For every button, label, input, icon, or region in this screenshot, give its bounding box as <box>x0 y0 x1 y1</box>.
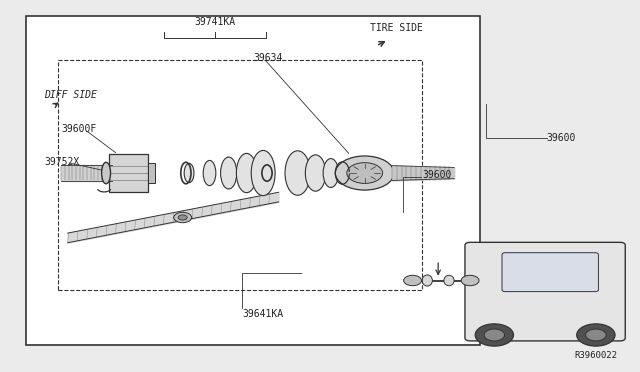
Circle shape <box>404 275 422 286</box>
Ellipse shape <box>203 160 216 186</box>
Circle shape <box>475 324 513 346</box>
Text: 39600: 39600 <box>422 170 452 180</box>
Ellipse shape <box>444 275 454 286</box>
Ellipse shape <box>252 150 275 196</box>
Bar <box>26 16 479 345</box>
Text: TIRE SIDE: TIRE SIDE <box>370 23 422 33</box>
Circle shape <box>577 324 615 346</box>
Text: 39600: 39600 <box>547 133 576 143</box>
Text: 39752X: 39752X <box>44 157 79 167</box>
Circle shape <box>347 163 383 183</box>
Ellipse shape <box>323 158 339 187</box>
FancyBboxPatch shape <box>465 242 625 341</box>
Text: R3960022: R3960022 <box>574 351 617 360</box>
Ellipse shape <box>184 163 194 183</box>
FancyBboxPatch shape <box>502 253 598 292</box>
Circle shape <box>484 329 504 341</box>
Text: 39600F: 39600F <box>61 124 97 134</box>
Text: DIFF SIDE: DIFF SIDE <box>44 90 97 100</box>
Bar <box>109 154 148 192</box>
Ellipse shape <box>305 155 326 191</box>
Ellipse shape <box>236 153 257 193</box>
Ellipse shape <box>422 275 433 286</box>
Circle shape <box>461 275 479 286</box>
Circle shape <box>586 329 606 341</box>
Text: 39741KA: 39741KA <box>194 17 235 27</box>
Text: 39641KA: 39641KA <box>242 309 284 319</box>
Bar <box>58 60 422 290</box>
Ellipse shape <box>221 157 237 189</box>
Ellipse shape <box>338 162 349 184</box>
Circle shape <box>173 212 191 223</box>
Circle shape <box>335 156 394 190</box>
Ellipse shape <box>285 151 310 195</box>
Ellipse shape <box>102 162 111 184</box>
Circle shape <box>178 215 187 220</box>
Bar <box>148 163 156 183</box>
Text: 39634: 39634 <box>253 53 282 63</box>
